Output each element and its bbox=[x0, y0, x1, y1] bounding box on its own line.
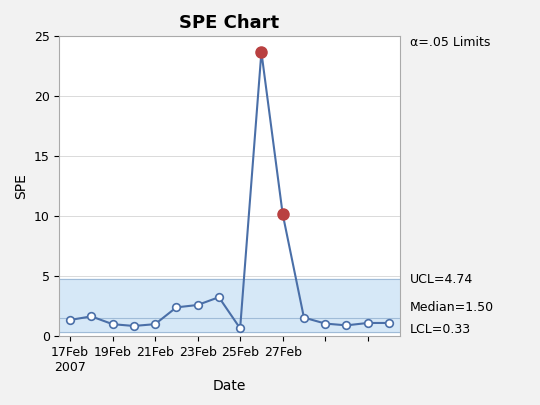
Bar bbox=[59, 279, 400, 332]
Y-axis label: SPE: SPE bbox=[14, 173, 28, 199]
X-axis label: Date: Date bbox=[213, 379, 246, 393]
Text: Median=1.50: Median=1.50 bbox=[410, 301, 494, 313]
Title: SPE Chart: SPE Chart bbox=[179, 14, 280, 32]
Text: LCL=0.33: LCL=0.33 bbox=[410, 323, 471, 336]
Text: α=.05 Limits: α=.05 Limits bbox=[410, 36, 490, 49]
Text: UCL=4.74: UCL=4.74 bbox=[410, 273, 473, 286]
